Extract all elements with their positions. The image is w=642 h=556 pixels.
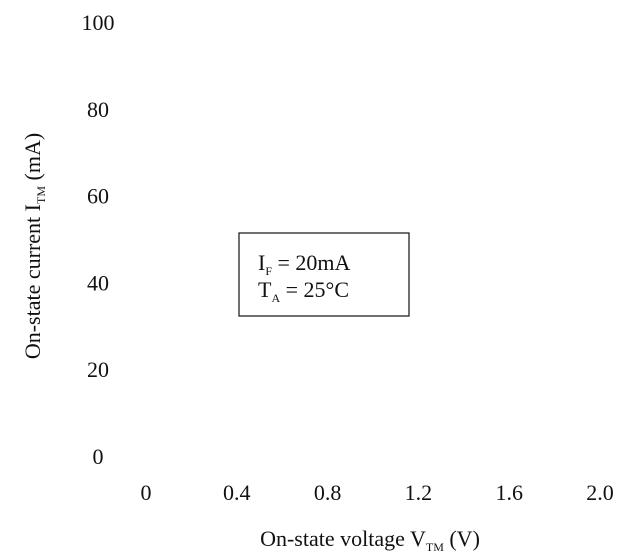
y-axis-title: On-state current ITM (mA) [20,133,48,359]
annotation-line1-subscript: F [265,264,272,278]
x-tick-label: 1.2 [405,480,433,505]
y-axis-title-main: On-state current I [20,204,45,359]
x-tick-label: 0.4 [223,480,251,505]
x-tick-label: 2.0 [586,480,614,505]
y-tick-label: 40 [87,270,109,295]
y-tick-label: 100 [82,10,115,35]
annotation-line1-rest: = 20mA [272,250,351,275]
x-tick-label: 0.8 [314,480,342,505]
annotation-line-forward-current: IF = 20mA [258,250,351,278]
y-tick-labels: 0 20 40 60 80 100 [82,10,115,469]
y-tick-label: 0 [93,444,104,469]
x-tick-label: 0 [141,480,152,505]
x-tick-labels: 0 0.4 0.8 1.2 1.6 2.0 [141,480,614,505]
y-axis-title-unit: (mA) [20,133,45,186]
condition-annotation: IF = 20mA TA = 25°C [238,232,410,317]
x-axis-title-main: On-state voltage V [260,526,426,551]
annotation-line2-main: T [258,277,272,302]
y-axis-title-subscript: TM [34,186,48,204]
y-tick-label: 20 [87,357,109,382]
annotation-line2-subscript: A [271,291,280,305]
annotation-line2-rest: = 25°C [280,277,349,302]
y-tick-label: 60 [87,184,109,209]
annotation-line-ambient-temperature: TA = 25°C [258,277,349,305]
x-axis-title-unit: (V) [444,526,480,551]
annotation-box [238,232,410,317]
y-tick-label: 80 [87,97,109,122]
x-axis-title: On-state voltage VTM (V) [260,526,480,554]
annotation-line1-main: I [258,250,265,275]
x-tick-label: 1.6 [495,480,523,505]
x-axis-title-subscript: TM [426,540,444,554]
